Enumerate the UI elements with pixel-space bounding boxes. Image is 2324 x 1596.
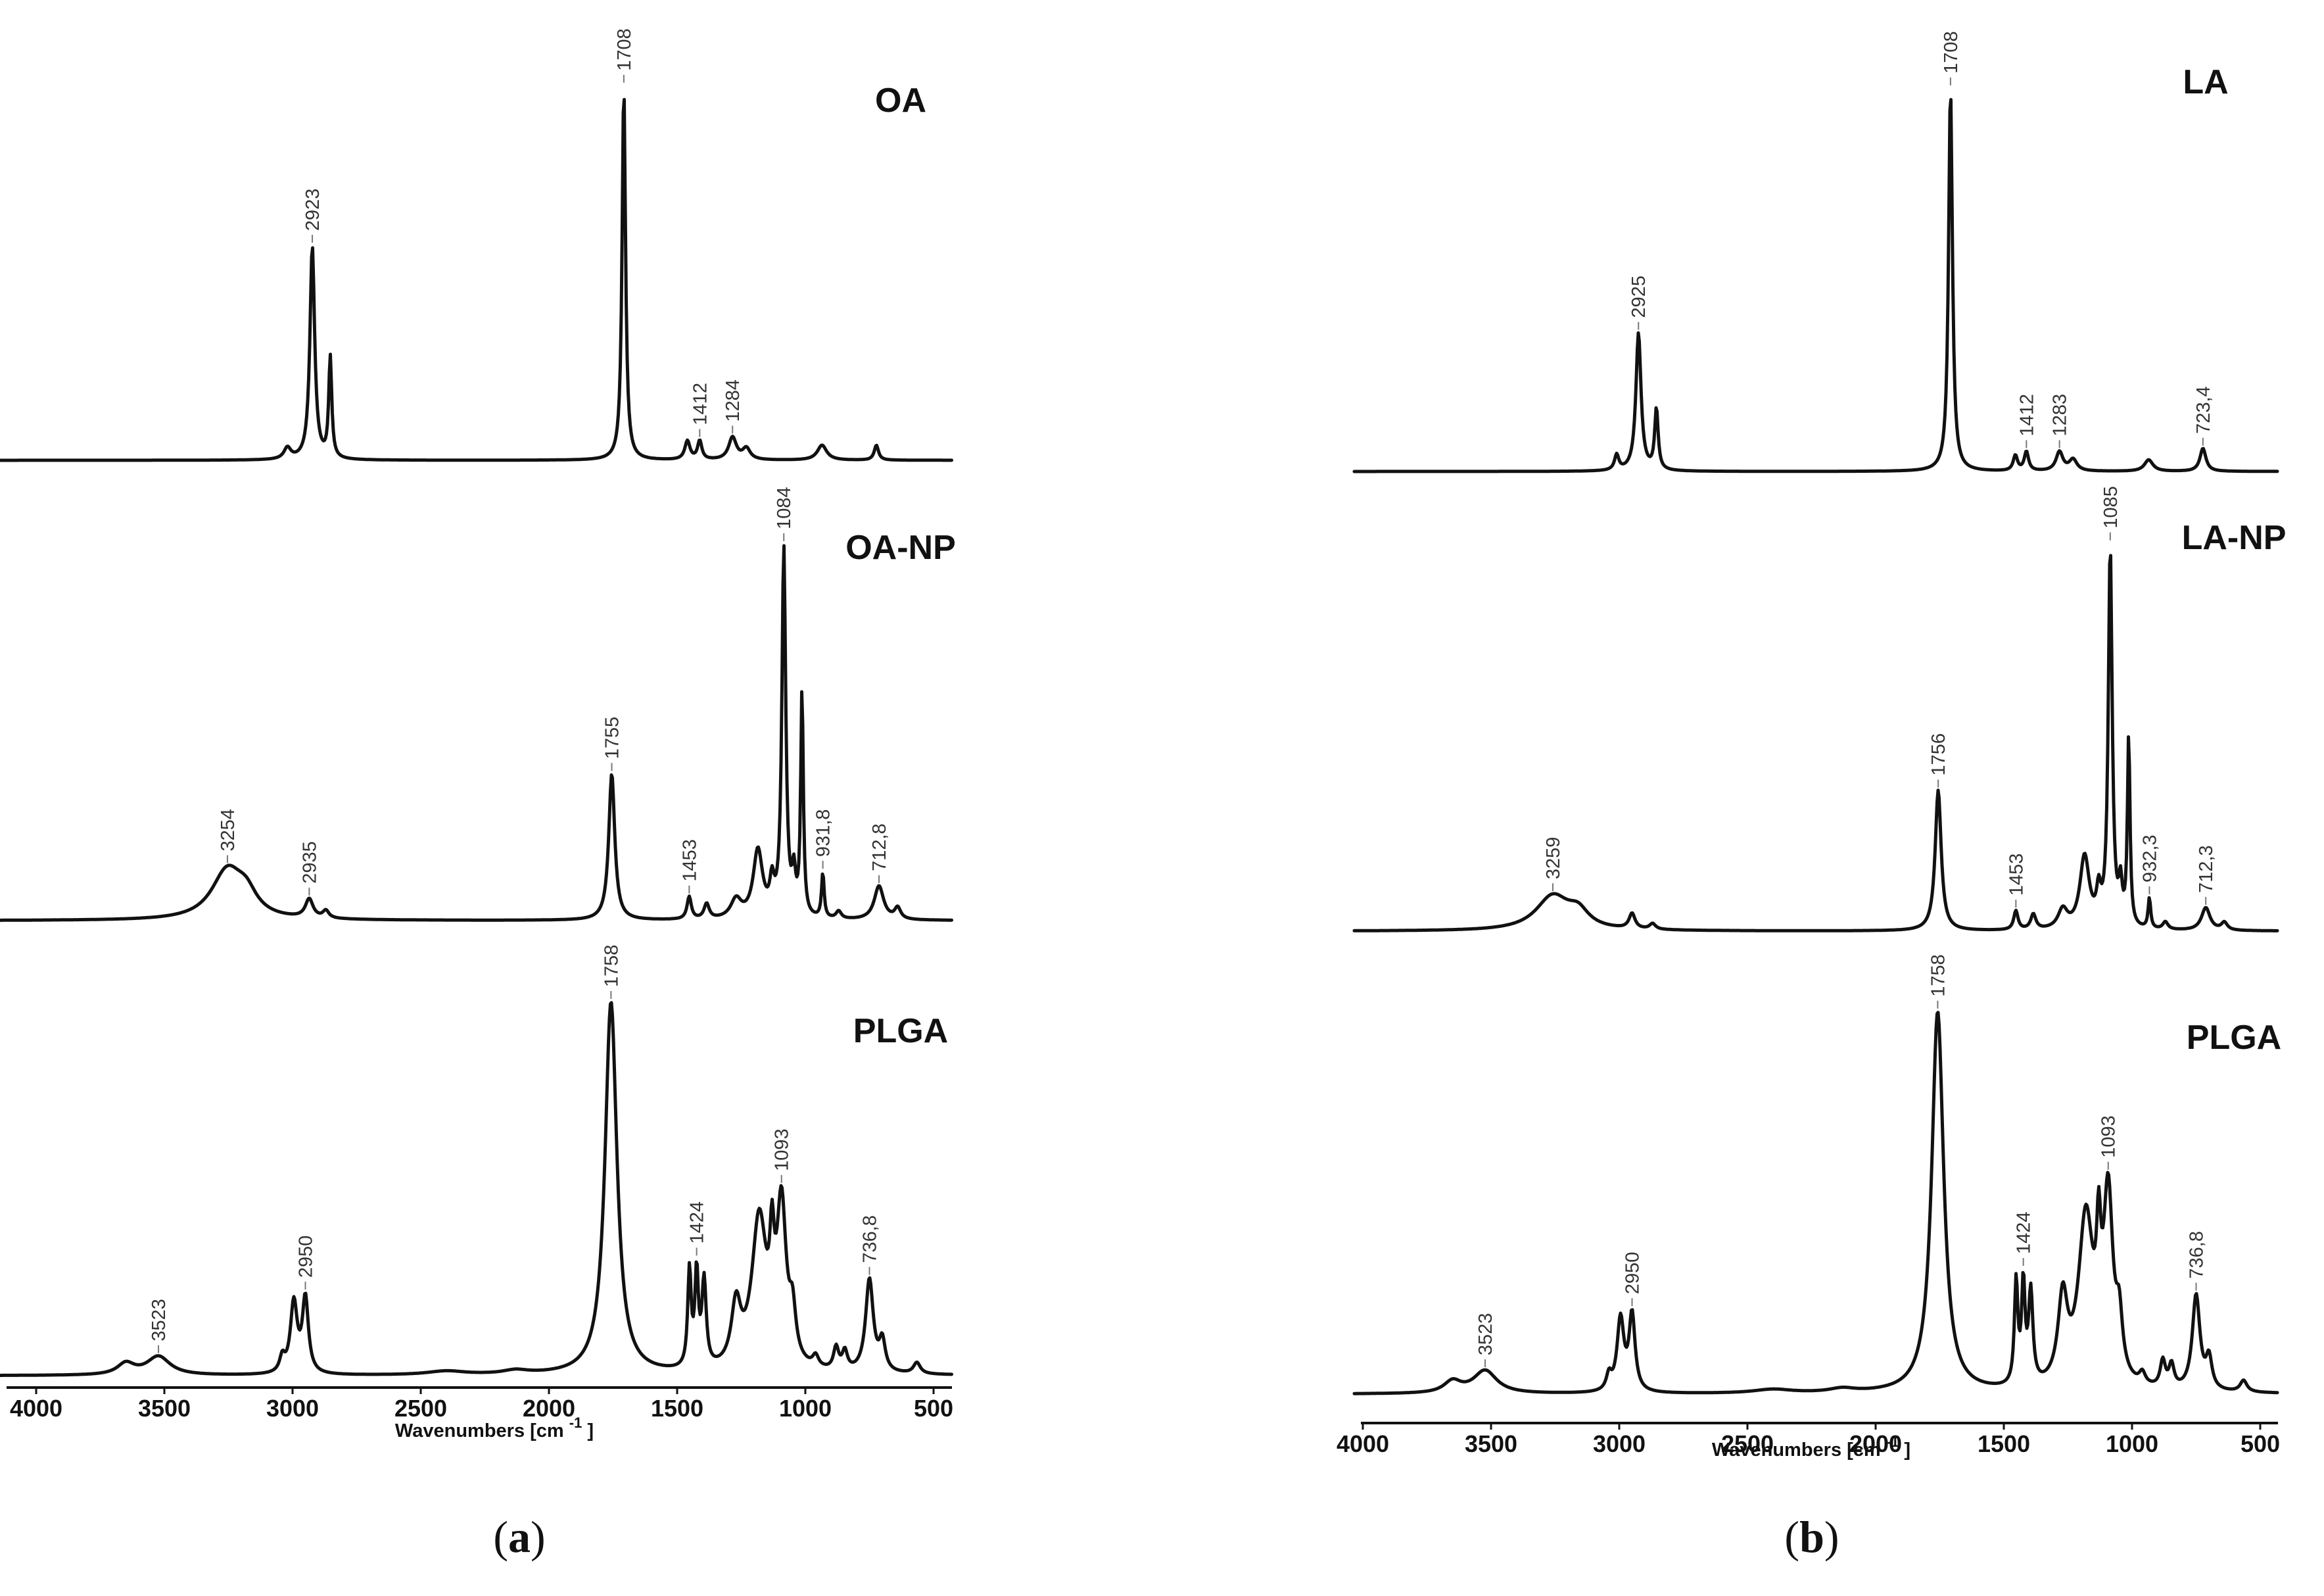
trace-label-plga: PLGA [853, 1012, 948, 1050]
trace-la: LA 2925 1708 1412 1283 723,4 [1352, 31, 2279, 473]
spectrum-line-la-np [1352, 554, 2279, 932]
trace-la-np: LA-NP 3259 1756 1453 1085 932,3 712,3 [1352, 486, 2287, 932]
peak-label: 1708 [614, 28, 635, 71]
x-tick-label: 1000 [2106, 1430, 2158, 1457]
peak-label: 712,3 [2196, 845, 2217, 893]
peak-label: 712,8 [869, 823, 890, 871]
peak-label: 1412 [690, 383, 711, 425]
peak-label: 1424 [687, 1201, 708, 1244]
trace-label-la-np: LA-NP [2182, 519, 2287, 557]
panel-a: OA 2923 1708 1412 1284 OA-NP 3254 2935 1755 1453 1… [0, 28, 956, 1562]
x-tick-label: 1500 [1978, 1430, 2030, 1457]
peak-label: 1756 [1928, 733, 1949, 776]
spectrum-line-plga [1352, 1011, 2279, 1395]
peak-label: 2935 [299, 841, 320, 884]
peak-label: 1412 [2016, 394, 2037, 437]
peak-label: 1084 [774, 487, 795, 529]
peak-label: 3523 [1475, 1313, 1496, 1356]
peak-label: 931,8 [813, 809, 834, 857]
x-tick-label: 1500 [651, 1395, 703, 1422]
peak-label: 1284 [723, 379, 744, 422]
x-tick-label: 2000 [1849, 1430, 1902, 1457]
x-tick-label: 4000 [1337, 1430, 1389, 1457]
peak-label: 932,3 [2139, 834, 2160, 883]
x-tick-label: 3500 [1465, 1430, 1517, 1457]
panel-b-traces: LA 2925 1708 1412 1283 723,4 LA-NP 3259 1756 1453… [1352, 31, 2287, 1395]
peak-label: 1453 [2006, 854, 2027, 896]
trace-label-oa-np: OA-NP [845, 529, 956, 567]
x-tick-label: 500 [2241, 1430, 2280, 1457]
trace-plga: PLGA 3523 2950 1758 1424 1093 736,8 [0, 944, 953, 1377]
panel-b-caption: (b) [1784, 1512, 1839, 1562]
trace-label-plga: PLGA [2187, 1019, 2281, 1057]
peak-label: 1755 [602, 717, 623, 760]
peak-label: 3523 [149, 1299, 170, 1342]
peak-label: 723,4 [2193, 386, 2214, 434]
peak-label: 2923 [302, 189, 323, 231]
trace-plga: PLGA 3523 2950 1758 1424 1093 736,8 [1352, 954, 2281, 1395]
peak-label: 1758 [1928, 954, 1949, 997]
peak-label: 1093 [2099, 1115, 2120, 1158]
panel-a-traces: OA 2923 1708 1412 1284 OA-NP 3254 2935 1755 1453 1… [0, 28, 956, 1377]
panel-a-x-axis: 4000 3500 3000 2500 2000 1500 1000 500 [7, 1386, 953, 1422]
trace-label-la: LA [2183, 63, 2228, 101]
peak-label: 2950 [1623, 1252, 1644, 1295]
x-tick-label: 2500 [394, 1395, 447, 1422]
peak-label: 1453 [679, 839, 700, 882]
trace-oa: OA 2923 1708 1412 1284 [0, 28, 953, 462]
panel-b-x-axis-title: Wavenumbers [cm -1 ] [1712, 1430, 1910, 1461]
panel-b-x-axis: 4000 3500 3000 2500 2000 1500 1000 500 [1337, 1422, 2280, 1457]
peak-label: 2950 [296, 1236, 317, 1278]
trace-oa-np: OA-NP 3254 2935 1755 1453 1084 931,8 712,8 [0, 487, 956, 922]
x-tick-label: 1000 [779, 1395, 832, 1422]
panel-a-caption: (a) [493, 1512, 545, 1562]
panel-a-x-axis-title: Wavenumbers [cm -1 ] [395, 1411, 594, 1441]
spectrum-line-plga [0, 1001, 953, 1377]
panel-b: LA 2925 1708 1412 1283 723,4 LA-NP 3259 1756 1453… [1337, 31, 2286, 1562]
x-tick-label: 3000 [1593, 1430, 1646, 1457]
x-tick-label: 500 [914, 1395, 953, 1422]
peak-label: 3254 [218, 809, 239, 852]
x-tick-label: 2500 [1721, 1430, 1774, 1457]
peak-label: 736,8 [2187, 1231, 2208, 1279]
x-tick-label: 4000 [10, 1395, 62, 1422]
peak-label: 1758 [601, 944, 622, 987]
peak-label: 1085 [2100, 486, 2122, 529]
trace-label-oa: OA [875, 82, 926, 120]
peak-label: 736,8 [860, 1215, 881, 1263]
peak-label: 1283 [2050, 394, 2071, 437]
peak-label: 3259 [1543, 837, 1564, 880]
x-tick-label: 3500 [138, 1395, 191, 1422]
x-tick-label: 2000 [523, 1395, 575, 1422]
peak-label: 2925 [1628, 276, 1649, 318]
spectrum-line-la [1352, 98, 2279, 473]
spectrum-line-oa-np [0, 544, 953, 922]
peak-label: 1093 [772, 1128, 793, 1171]
peak-label: 1424 [2014, 1211, 2035, 1254]
peak-label: 1708 [1941, 31, 1962, 74]
x-tick-label: 3000 [266, 1395, 319, 1422]
spectrum-line-oa [0, 97, 953, 462]
